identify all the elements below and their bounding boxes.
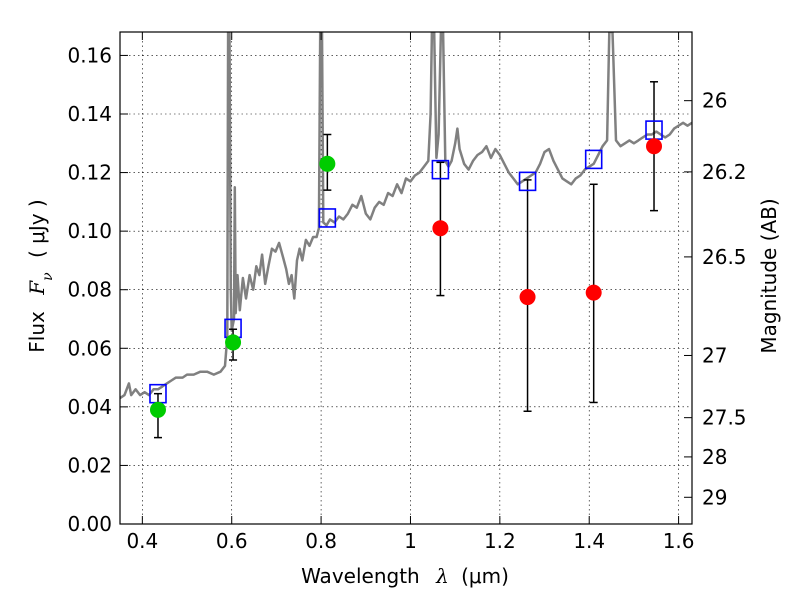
y-tick-label: 0.02 [67,453,112,477]
nondetection-point [432,220,449,237]
y-tick-labels: 0.00 0.02 0.04 0.06 0.08 0.10 0.12 0.14 0.16 [67,43,112,536]
model-sed-line [120,32,692,400]
y-tick-label: 0.16 [67,43,112,67]
model-sed-layer [120,32,692,400]
y-tick-label: 0.04 [67,395,112,419]
x-tick-label: 0.6 [216,529,248,553]
detection-point [149,401,166,418]
x-axis-label: Wavelength λ (μm) [301,564,509,588]
x-tick-labels: 0.4 0.6 0.8 1 1.2 1.4 1.6 [126,529,694,553]
y2-tick-label: 29 [702,485,727,509]
y2-axis-label: Magnitude (AB) [757,198,781,353]
y-tick-label: 0.10 [67,219,112,243]
x-tick-label: 0.8 [305,529,337,553]
x-axis-label-text: Wavelength [301,564,420,588]
x-tick-label: 1.6 [663,529,695,553]
detection-point [319,155,336,172]
y2-tick-label: 27 [702,343,727,367]
y-tick-label: 0.06 [67,336,112,360]
nondetection-point [585,284,602,301]
y2-tick-label: 26 [702,89,727,113]
y-tick-label: 0.14 [67,102,112,126]
y2-tick-labels: 26 26.2 26.5 27 27.5 28 29 [702,89,747,510]
y2-tick-label: 27.5 [702,406,747,430]
y-axis-label-symbol: Fν [25,272,56,296]
x-tick-label: 1.2 [484,529,516,553]
y-tick-label: 0.00 [67,512,112,536]
model-photometry-square [518,171,537,192]
plot-border [119,31,693,525]
y2-tick-label: 26.5 [702,245,747,269]
measurement-layer [149,138,663,418]
detection-point [225,334,242,351]
x-tick-label: 1.4 [573,529,605,553]
grid-lines [120,32,692,525]
axis-frame [119,31,693,525]
y-tick-label: 0.12 [67,161,112,185]
y-axis-label: Flux Fν ( μJy ) [25,199,56,352]
x-axis-label-unit: (μm) [461,564,509,588]
x-tick-label: 0.4 [126,529,158,553]
x-tick-label: 1 [404,529,417,553]
y-axis-label-unit: ( μJy ) [25,199,49,258]
y2-tick-label: 28 [702,445,727,469]
y-axis-label-text: Flux [25,311,49,353]
x-axis-label-symbol: λ [435,564,449,588]
model-photometry-square [584,149,603,170]
nondetection-point [646,138,663,155]
model-photometry-square [431,159,450,180]
y2-tick-label: 26.2 [702,160,747,184]
y-tick-label: 0.08 [67,278,112,302]
nondetection-point [519,289,536,306]
model-photometry-square [318,208,337,228]
y-axis-label-subscript: ν [40,272,56,281]
